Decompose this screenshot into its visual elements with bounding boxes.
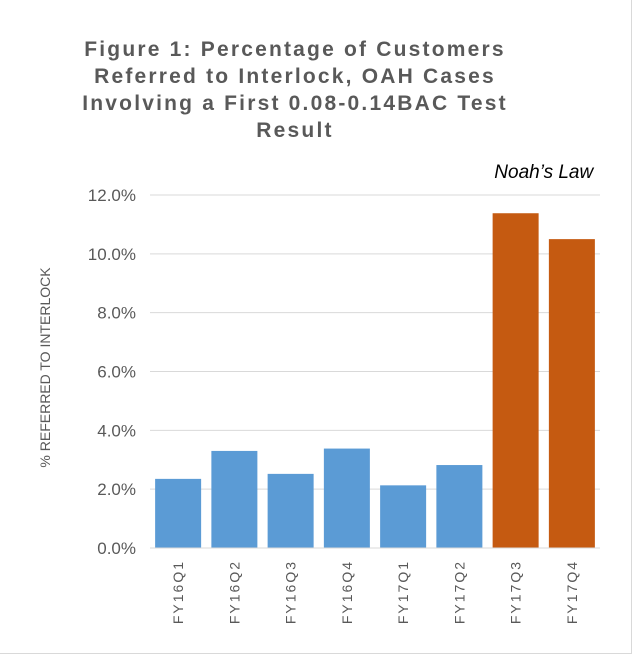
y-tick-label: 2.0% — [97, 480, 136, 499]
x-tick-label: FY16Q3 — [283, 560, 299, 624]
x-tick-label: FY17Q4 — [564, 560, 580, 624]
bar-fy17q1 — [380, 485, 427, 548]
chart-title: Figure 1: Percentage of Customers Referr… — [82, 38, 508, 142]
noahs-law-annotation: Noah’s Law — [494, 162, 594, 183]
y-axis-ticks: 0.0% 2.0% 4.0% 6.0% 8.0% 10.0% 12.0% — [88, 186, 136, 558]
bar-fy16q1 — [155, 478, 202, 548]
bar-fy17q4 — [548, 239, 595, 548]
y-tick-label: 10.0% — [88, 245, 136, 264]
x-tick-label: FY16Q1 — [170, 560, 186, 624]
bar-fy16q3 — [267, 473, 314, 548]
bar-fy16q2 — [211, 450, 258, 548]
x-tick-label: FY17Q2 — [451, 560, 467, 624]
bar-fy16q4 — [323, 448, 370, 548]
y-tick-label: 8.0% — [97, 304, 136, 323]
y-axis-label: % REFERRED TO INTERLOCK — [37, 267, 53, 468]
y-tick-label: 6.0% — [97, 363, 136, 382]
bars — [155, 213, 595, 548]
x-axis-ticks: FY16Q1 FY16Q2 FY16Q3 FY16Q4 FY17Q1 FY17Q2 FY17… — [170, 560, 580, 624]
x-tick-label: FY17Q3 — [508, 560, 524, 624]
x-tick-label: FY16Q2 — [226, 560, 242, 624]
x-tick-label: FY17Q1 — [395, 560, 411, 624]
bar-fy17q3 — [492, 213, 539, 548]
y-tick-label: 4.0% — [97, 421, 136, 440]
y-tick-label: 12.0% — [88, 186, 136, 205]
bar-fy17q2 — [436, 465, 483, 548]
x-tick-label: FY16Q4 — [339, 560, 355, 624]
y-tick-label: 0.0% — [97, 539, 136, 558]
